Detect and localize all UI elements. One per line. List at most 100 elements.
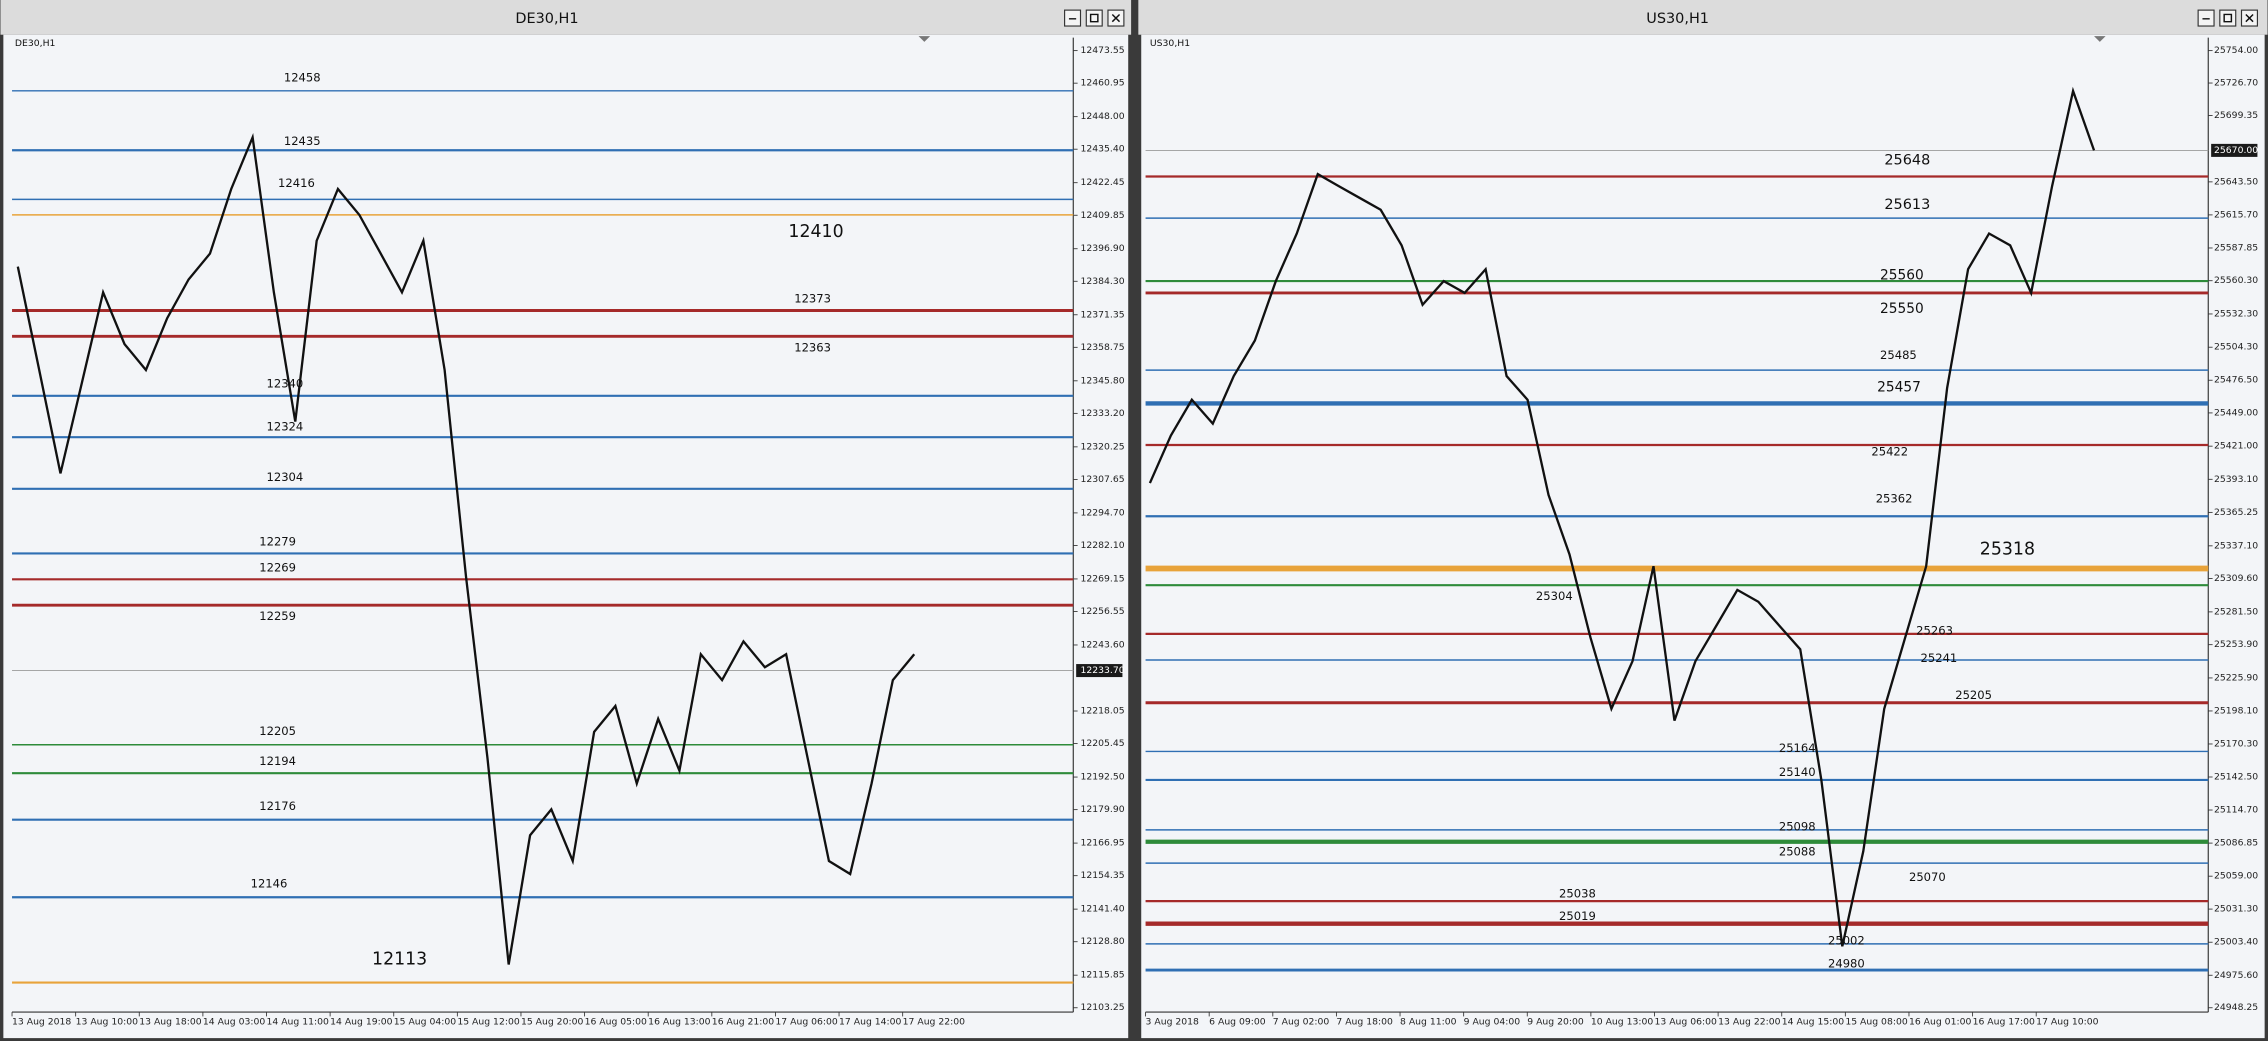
price-label: 12282.10: [1081, 540, 1125, 551]
shift-marker: [918, 36, 931, 42]
price-label: 12409.85: [1081, 210, 1125, 221]
price-label: 25114.70: [2214, 805, 2258, 816]
maximize-button[interactable]: [1085, 9, 1103, 27]
price-label: 25754.00: [2214, 45, 2258, 56]
price-label: 12218.05: [1081, 706, 1125, 717]
current-price-box: [2211, 143, 2258, 157]
chart-area: [1141, 34, 2265, 1039]
time-label: 14 Aug 19:00: [330, 1017, 392, 1028]
level-label: 24980: [1828, 957, 1865, 971]
time-label: 16 Aug 21:00: [712, 1017, 774, 1028]
level-label: 25457: [1877, 380, 1921, 396]
price-label: 25615.70: [2214, 209, 2258, 220]
current-price: 25670.00: [2214, 145, 2258, 156]
window-title: US30,H1: [1646, 11, 1709, 27]
level-label: 25002: [1828, 934, 1865, 948]
time-label: 16 Aug 01:00: [1909, 1017, 1971, 1028]
time-label: 14 Aug 15:00: [1782, 1017, 1844, 1028]
time-label: 13 Aug 06:00: [1655, 1017, 1717, 1028]
time-label: 16 Aug 05:00: [585, 1017, 647, 1028]
time-label: 6 Aug 09:00: [1209, 1017, 1266, 1028]
level-label: 25422: [1871, 445, 1908, 459]
price-label: 12435.40: [1081, 144, 1125, 155]
price-label: 12307.65: [1081, 474, 1125, 485]
price-label: 12294.70: [1081, 507, 1125, 518]
level-label: 25550: [1880, 301, 1924, 317]
time-label: 7 Aug 02:00: [1273, 1017, 1330, 1028]
level-label: 12373: [794, 291, 831, 305]
price-label: 25643.50: [2214, 176, 2258, 187]
title-bar: [0, 0, 1132, 35]
time-label: 15 Aug 04:00: [394, 1017, 456, 1028]
level-label: 12304: [266, 470, 303, 484]
chart-area: [3, 34, 1129, 1039]
price-label: 12205.45: [1081, 738, 1125, 749]
time-label: 17 Aug 14:00: [839, 1017, 901, 1028]
price-label: 25532.30: [2214, 308, 2258, 319]
time-label: 9 Aug 20:00: [1527, 1017, 1584, 1028]
level-label: 12324: [266, 420, 303, 434]
time-label: 13 Aug 18:00: [139, 1017, 201, 1028]
price-label: 12103.25: [1081, 1002, 1125, 1013]
price-label: 12345.80: [1081, 375, 1125, 386]
price-label: 25198.10: [2214, 705, 2258, 716]
time-label: 3 Aug 2018: [1146, 1017, 1199, 1028]
time-label: 14 Aug 11:00: [266, 1017, 328, 1028]
level-label: 25362: [1876, 491, 1913, 505]
maximize-button[interactable]: [2219, 9, 2237, 27]
level-label: 12416: [278, 176, 315, 190]
level-label: 25019: [1559, 909, 1596, 923]
price-label: 12128.80: [1081, 936, 1125, 947]
current-price: 12233.70: [1081, 665, 1125, 676]
time-label: 13 Aug 22:00: [1718, 1017, 1780, 1028]
price-label: 25253.90: [2214, 639, 2258, 650]
window-title: DE30,H1: [515, 11, 578, 27]
level-label: 12205: [259, 724, 296, 738]
price-label: 25504.30: [2214, 342, 2258, 353]
price-label: 25086.85: [2214, 838, 2258, 849]
price-label: 25421.00: [2214, 441, 2258, 452]
level-label: 25263: [1916, 623, 1953, 637]
time-label: 17 Aug 06:00: [775, 1017, 837, 1028]
level-label: 12113: [372, 949, 427, 969]
price-label: 25031.30: [2214, 904, 2258, 915]
time-label: 8 Aug 11:00: [1400, 1017, 1457, 1028]
price-label: 25449.00: [2214, 407, 2258, 418]
price-label: 12166.95: [1081, 838, 1125, 849]
price-label: 12320.25: [1081, 441, 1125, 452]
level-label: 25088: [1779, 844, 1816, 858]
level-label: 12259: [259, 609, 296, 623]
shift-marker: [2094, 36, 2106, 42]
level-label: 12146: [251, 877, 288, 891]
level-label: 12269: [259, 560, 296, 574]
price-label: 24948.25: [2214, 1002, 2258, 1013]
time-label: 7 Aug 18:00: [1336, 1017, 1393, 1028]
price-label: 25560.30: [2214, 275, 2258, 286]
price-label: 12192.50: [1081, 772, 1125, 783]
level-label: 12194: [259, 754, 296, 768]
price-label: 25281.50: [2214, 606, 2258, 617]
level-label: 25318: [1980, 540, 2035, 560]
price-label: 25309.60: [2214, 573, 2258, 584]
level-label: 12435: [284, 134, 321, 148]
time-label: 10 Aug 13:00: [1591, 1017, 1653, 1028]
level-label: 25140: [1779, 765, 1816, 779]
time-label: 13 Aug 2018: [12, 1017, 71, 1028]
price-label: 12384.30: [1081, 276, 1125, 287]
time-label: 15 Aug 12:00: [457, 1017, 519, 1028]
price-label: 25142.50: [2214, 771, 2258, 782]
price-label: 25699.35: [2214, 110, 2258, 121]
price-label: 25365.25: [2214, 507, 2258, 518]
time-label: 14 Aug 03:00: [203, 1017, 265, 1028]
level-label: 25560: [1880, 267, 1924, 283]
price-label: 12473.55: [1081, 45, 1125, 56]
level-label: 12279: [259, 534, 296, 548]
price-label: 12358.75: [1081, 342, 1125, 353]
time-label: 13 Aug 10:00: [76, 1017, 138, 1028]
level-label: 25485: [1880, 348, 1917, 362]
level-label: 25070: [1909, 870, 1946, 884]
level-label: 25164: [1779, 741, 1816, 755]
level-label: 25648: [1884, 153, 1930, 169]
price-label: 12448.00: [1081, 111, 1125, 122]
